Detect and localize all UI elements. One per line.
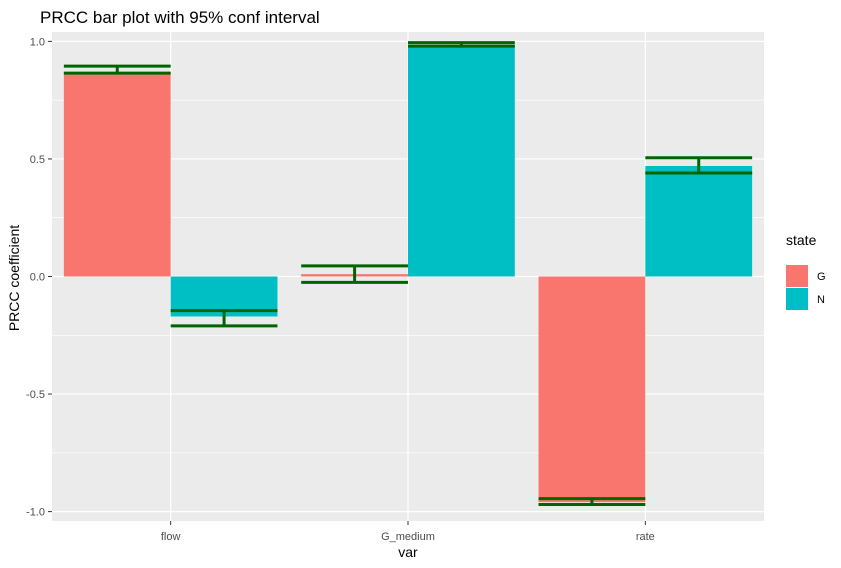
errorbar-G-flow	[63, 64, 171, 75]
bar-G-rate	[538, 276, 646, 503]
x-tick-label: rate	[636, 531, 655, 543]
errorbar-G-rate	[538, 497, 646, 507]
bars	[63, 44, 753, 503]
legend: state GN	[786, 232, 826, 310]
errorbar-N-rate	[645, 156, 753, 175]
y-tick-label: -0.5	[26, 389, 45, 401]
x-axis: flow G_medium rate	[161, 521, 655, 543]
x-tick-label: G_medium	[381, 531, 435, 543]
y-tick-label: 0.0	[30, 272, 45, 284]
bar-N-G_medium	[408, 44, 515, 277]
legend-key-G	[786, 265, 808, 287]
bar-G-flow	[63, 71, 171, 277]
y-axis-title: PRCC coefficient	[6, 225, 22, 331]
errorbar-N-G_medium	[408, 41, 515, 48]
bar-N-rate	[645, 166, 753, 277]
y-tick-label: -1.0	[26, 507, 45, 519]
errorbar-N-flow	[170, 309, 278, 328]
chart-title: PRCC bar plot with 95% conf interval	[40, 8, 320, 27]
x-axis-title: var	[398, 544, 418, 560]
y-tick-label: 1.0	[30, 36, 45, 48]
errorbar-G-G_medium	[301, 264, 408, 284]
y-tick-label: 0.5	[30, 154, 45, 166]
error-bars	[63, 41, 753, 507]
y-axis: -1.0 -0.5 0.0 0.5 1.0	[26, 36, 52, 519]
legend-label-G: G	[817, 271, 826, 283]
legend-key-N	[786, 288, 808, 310]
legend-label-N: N	[817, 294, 825, 306]
x-tick-label: flow	[161, 531, 181, 543]
legend-title: state	[786, 232, 817, 248]
